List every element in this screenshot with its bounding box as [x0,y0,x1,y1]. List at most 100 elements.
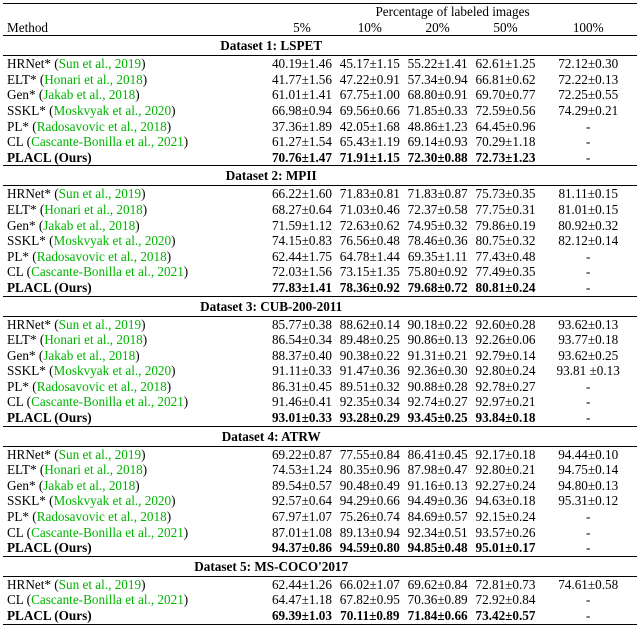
result-value: - [586,264,591,280]
citation-link[interactable]: Honari et al., 2018 [44,201,143,217]
result-value: 94.49±0.36 [407,493,468,509]
method-name: CL [7,134,24,150]
method-name: HRNet* [7,446,51,462]
result-value: 86.54±0.34 [271,332,332,348]
table-row: CL (Cascante-Bonilla et al., 2021) 72.03±… [3,264,637,280]
table-row: HRNet* (Sun et al., 2019) 66.22±1.60 71.83… [3,186,637,202]
result-value: 64.45±0.96 [475,118,536,134]
method-name: PL* [7,118,29,134]
table-row: SSKL* (Moskvyak et al., 2020) 66.98±0.94 6… [3,103,637,119]
result-value: 91.46±0.41 [271,394,332,410]
method-cell: SSKL* (Moskvyak et al., 2020) [7,493,176,509]
method-cell: CL (Cascante-Bonilla et al., 2021) [7,592,189,608]
result-value: 73.42±0.57 [471,608,540,625]
result-value: 41.77±1.56 [271,71,332,87]
citation-link[interactable]: Moskvyak et al., 2020 [53,102,172,118]
result-value: 70.36±0.89 [407,592,468,608]
dataset-title-spacer [539,426,637,447]
method-cell: HRNet* (Sun et al., 2019) [7,576,146,592]
method-name: PL* [7,378,29,394]
results-table: Percentage of labeled images Method 5% 1… [3,2,637,625]
citation-link[interactable]: Sun et al., 2019 [58,56,142,72]
method-name: PLACL (Ours) [7,149,92,165]
citation-link[interactable]: Cascante-Bonilla et al., 2021 [31,264,184,280]
dataset-title: Dataset 4: ATRW [3,426,540,447]
result-value: 74.95±0.32 [407,217,468,233]
method-cell: PL* (Radosavovic et al., 2018) [7,248,172,264]
result-value: 72.59±0.56 [475,102,536,118]
method-cell: SSKL* (Moskvyak et al., 2020) [7,102,176,118]
result-value: 92.57±0.64 [271,493,332,509]
citation-link[interactable]: Cascante-Bonilla et al., 2021 [31,394,184,410]
citation-link[interactable]: Radosavovic et al., 2018 [36,248,167,264]
table-row: Gen* (Jakab et al., 2018) 71.59±1.12 72.63… [3,218,637,234]
result-value: 64.47±1.18 [271,592,332,608]
result-value: 69.56±0.66 [339,102,400,118]
result-value: 72.22±0.13 [558,71,619,87]
table-row: Gen* (Jakab et al., 2018) 61.01±1.41 67.75… [3,87,637,103]
table-row: CL (Cascante-Bonilla et al., 2021) 87.01±… [3,525,637,541]
dataset-header-row: Dataset 3: CUB-200-2011 [3,296,637,317]
result-value: 77.49±0.35 [475,264,536,280]
method-cell: HRNet* (Sun et al., 2019) [7,186,146,202]
result-value: 72.63±0.62 [339,217,400,233]
citation-link[interactable]: Moskvyak et al., 2020 [53,363,172,379]
method-name: Gen* [7,87,36,103]
result-value: 86.31±0.45 [271,378,332,394]
citation-link[interactable]: Cascante-Bonilla et al., 2021 [31,524,184,540]
result-value: 91.31±0.21 [407,347,468,363]
result-value: 93.45±0.25 [403,410,472,427]
citation-link[interactable]: Sun et al., 2019 [58,576,142,592]
result-value: 67.82±0.95 [339,592,400,608]
table-row: CL (Cascante-Bonilla et al., 2021) 61.27±… [3,134,637,150]
citation-link[interactable]: Cascante-Bonilla et al., 2021 [31,134,184,150]
result-value: - [539,608,637,625]
citation-link[interactable]: Radosavovic et al., 2018 [36,118,167,134]
citation-link[interactable]: Jakab et al., 2018 [43,87,136,103]
result-value: 42.05±1.68 [339,118,400,134]
result-value: 93.84±0.18 [471,410,540,427]
citation-link[interactable]: Moskvyak et al., 2020 [53,493,172,509]
table-row: PLACL (Ours) 94.37±0.86 94.59±0.80 94.85±0.… [3,540,637,557]
result-value: 72.37±0.58 [407,201,468,217]
result-value: 80.92±0.32 [558,217,619,233]
citation-link[interactable]: Jakab et al., 2018 [43,477,136,493]
method-cell: HRNet* (Sun et al., 2019) [7,56,146,72]
result-value: 92.35±0.34 [339,394,400,410]
method-name: ELT* [7,332,37,348]
table-row: ELT* (Honari et al., 2018) 86.54±0.34 89.4… [3,332,637,348]
result-value: 90.88±0.28 [407,378,468,394]
result-value: 70.11±0.89 [335,608,404,625]
result-value: 93.77±0.18 [558,332,619,348]
group-title: Percentage of labeled images [268,2,637,20]
table-row: Gen* (Jakab et al., 2018) 88.37±0.40 90.38… [3,348,637,364]
citation-link[interactable]: Honari et al., 2018 [44,462,143,478]
citation-link[interactable]: Sun et al., 2019 [58,446,142,462]
result-value: - [586,524,591,540]
citation-link[interactable]: Honari et al., 2018 [44,71,143,87]
result-value: 62.44±1.75 [271,248,332,264]
result-value: 55.22±1.41 [407,56,468,72]
citation-link[interactable]: Jakab et al., 2018 [43,217,136,233]
method-cell: ELT* (Honari et al., 2018) [7,71,148,87]
citation-link[interactable]: Radosavovic et al., 2018 [36,378,167,394]
citation-link[interactable]: Honari et al., 2018 [44,332,143,348]
citation-link[interactable]: Radosavovic et al., 2018 [36,509,167,525]
citation-link[interactable]: Jakab et al., 2018 [43,347,136,363]
citation-link[interactable]: Sun et al., 2019 [58,316,142,332]
citation-link[interactable]: Moskvyak et al., 2020 [53,233,172,249]
result-value: 40.19±1.46 [271,56,332,72]
method-name: PL* [7,248,29,264]
column-header-20pct: 20% [403,19,472,37]
citation-link[interactable]: Sun et al., 2019 [58,186,142,202]
method-name: ELT* [7,462,37,478]
result-value: 72.03±1.56 [271,264,332,280]
result-value: 94.85±0.48 [403,540,472,557]
result-value: - [586,394,591,410]
result-value: - [586,248,591,264]
citation-link[interactable]: Cascante-Bonilla et al., 2021 [31,592,184,608]
result-value: 89.48±0.25 [339,332,400,348]
result-value: 92.97±0.21 [475,394,536,410]
result-value: 93.81 ±0.13 [556,363,620,379]
table-row: PL* (Radosavovic et al., 2018) 86.31±0.45… [3,379,637,395]
